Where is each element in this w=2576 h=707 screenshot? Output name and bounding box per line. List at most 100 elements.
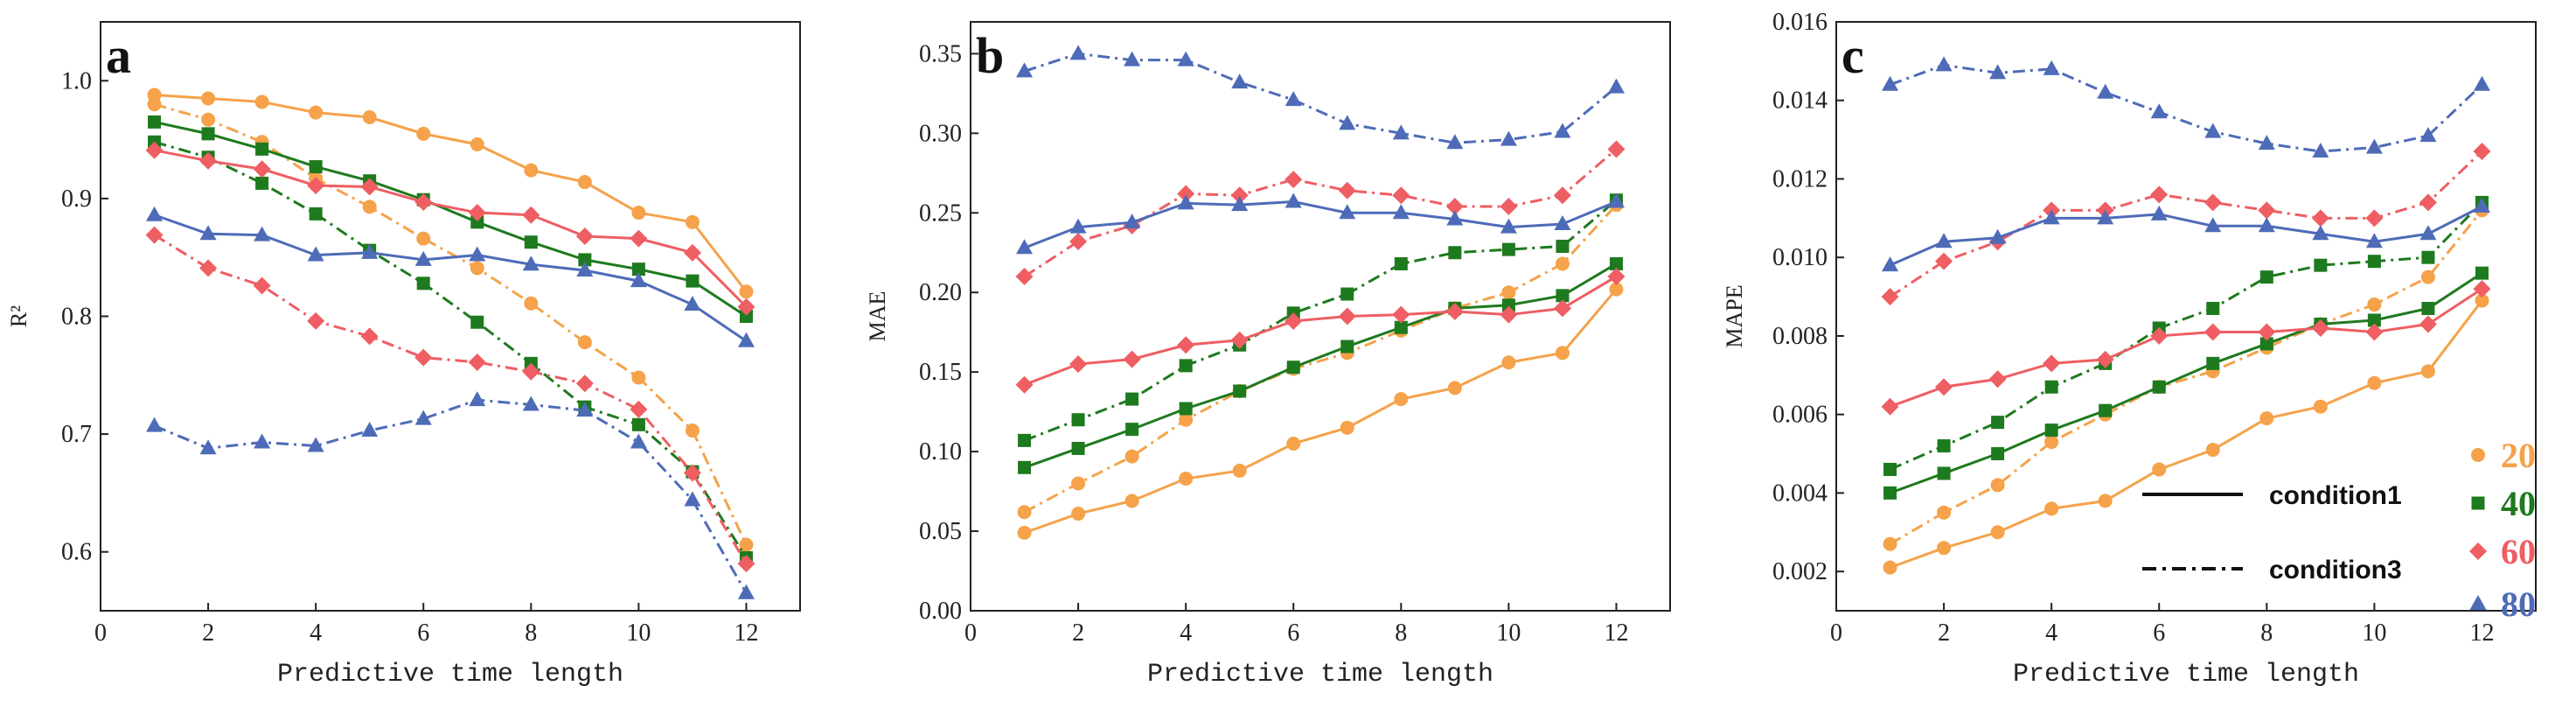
data-point	[737, 555, 755, 573]
data-point	[683, 243, 701, 262]
data-point	[1230, 186, 1249, 205]
data-point	[1338, 181, 1356, 200]
data-point	[2419, 193, 2437, 212]
y-tick-label: 0.006	[1772, 402, 1828, 429]
data-point	[630, 433, 647, 449]
data-point	[1991, 447, 2005, 461]
chart-panel-a: 0 2 4 6 8 10 12 0.6 0.7 0.8 0.9 1.0 Predictive time …	[6, 21, 801, 690]
series-line	[1024, 262, 1618, 469]
data-point	[2365, 323, 2384, 341]
data-point	[2096, 350, 2114, 368]
y-tick-label: 0.20	[919, 279, 962, 306]
data-point	[468, 204, 486, 222]
data-point	[1016, 239, 1034, 255]
data-point	[1338, 307, 1356, 326]
data-point	[255, 142, 269, 156]
data-point	[307, 437, 324, 452]
data-point	[1555, 346, 1570, 360]
data-point	[631, 262, 645, 276]
legend-label-condition3: condition3	[2269, 556, 2402, 584]
data-point	[201, 127, 215, 141]
data-point	[1990, 478, 2005, 493]
data-point	[2150, 103, 2168, 119]
legend: 20 40 60 80 condition1 condition3	[2142, 436, 2536, 624]
data-point	[577, 335, 592, 350]
data-point	[1607, 192, 1625, 208]
data-point	[1124, 494, 1139, 508]
series-line	[1889, 205, 2483, 267]
y-tick-label: 0.30	[919, 120, 962, 147]
data-point	[416, 126, 431, 141]
y-tick-label: 0.15	[919, 359, 962, 386]
data-point	[1015, 375, 1034, 394]
data-point	[1500, 305, 1518, 324]
panel-letter: a	[106, 27, 131, 84]
data-point	[1286, 360, 1300, 374]
series-80-condition1	[146, 206, 755, 347]
data-point	[1285, 312, 1303, 330]
data-point	[1882, 75, 1899, 91]
data-point	[524, 163, 539, 178]
data-point	[254, 94, 269, 109]
data-point	[2044, 424, 2058, 438]
data-point	[362, 110, 377, 125]
data-point	[2097, 83, 2114, 99]
data-point	[254, 433, 271, 449]
plot-frame	[100, 21, 801, 612]
data-point	[2367, 255, 2381, 269]
data-point	[2258, 217, 2275, 233]
data-point	[2475, 266, 2489, 280]
data-point	[1553, 186, 1571, 205]
data-point	[1935, 56, 1953, 72]
series-line	[1889, 150, 2483, 298]
series-line	[1024, 52, 1618, 144]
data-point	[1177, 51, 1194, 66]
chart-panel-c: 0 2 4 6 8 10 12 0.002 0.004 0.006 0.008 0.010 0.012 0…	[1722, 9, 2537, 690]
data-point	[522, 362, 540, 381]
data-point	[1500, 130, 1517, 146]
x-tick-label: 8	[525, 620, 537, 647]
series-60-condition3	[145, 226, 755, 573]
y-tick-label: 0.05	[919, 518, 962, 545]
data-point	[360, 327, 379, 346]
x-tick-label: 12	[2469, 620, 2494, 647]
x-tick-label: 2	[1938, 620, 1950, 647]
data-point	[1553, 299, 1571, 318]
data-point	[253, 276, 271, 295]
data-point	[737, 332, 755, 347]
data-point	[361, 243, 379, 259]
y-tick-label: 0.016	[1772, 9, 1828, 36]
data-point	[360, 178, 379, 196]
data-point	[1340, 420, 1354, 435]
data-point	[1339, 115, 1356, 130]
data-point	[2152, 462, 2167, 477]
data-point	[2419, 127, 2437, 143]
data-point	[578, 253, 592, 267]
data-point	[307, 177, 325, 195]
series-line	[1890, 63, 2483, 153]
data-point	[2421, 302, 2435, 316]
data-point	[2475, 293, 2489, 308]
data-point	[1392, 204, 1410, 220]
data-point	[1233, 384, 1247, 398]
data-point	[201, 91, 216, 106]
data-point	[1392, 305, 1410, 324]
x-tick-label: 4	[1180, 620, 1192, 647]
data-point	[1069, 233, 1088, 251]
x-tick-label: 8	[2260, 620, 2273, 647]
panel-letter: c	[1841, 27, 1864, 84]
data-point	[1069, 45, 1087, 60]
data-point	[1179, 412, 1194, 427]
x-axis-label: Predictive time length	[2013, 660, 2359, 690]
data-point	[2419, 225, 2437, 241]
data-point	[199, 151, 218, 170]
data-point	[737, 298, 755, 316]
data-point	[1179, 402, 1193, 416]
series-line	[154, 140, 748, 559]
data-point	[1500, 218, 1517, 234]
series-80-condition3	[1882, 56, 2490, 158]
data-point	[524, 235, 538, 249]
data-point	[416, 276, 430, 290]
x-tick-label: 2	[202, 620, 214, 647]
data-point	[2312, 143, 2329, 158]
